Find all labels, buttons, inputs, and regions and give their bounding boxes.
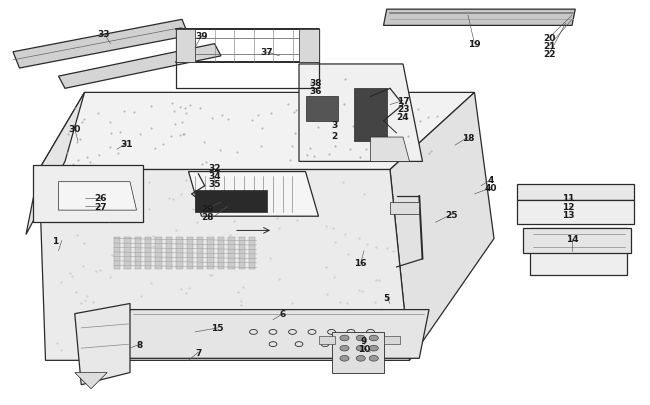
Text: 1: 1 (52, 237, 58, 245)
Polygon shape (299, 65, 422, 162)
Polygon shape (145, 237, 151, 269)
Text: 36: 36 (309, 87, 322, 96)
Circle shape (340, 356, 349, 361)
Polygon shape (114, 237, 120, 269)
Text: 27: 27 (94, 202, 107, 211)
Text: 13: 13 (562, 210, 575, 219)
Text: 11: 11 (562, 194, 575, 203)
Polygon shape (517, 200, 634, 225)
Polygon shape (228, 237, 235, 269)
Polygon shape (523, 229, 630, 253)
Polygon shape (32, 166, 143, 223)
Polygon shape (299, 30, 318, 63)
Polygon shape (218, 237, 224, 269)
Polygon shape (120, 310, 429, 358)
Polygon shape (517, 184, 634, 200)
Polygon shape (166, 237, 172, 269)
Text: 2: 2 (332, 131, 338, 140)
Polygon shape (354, 89, 387, 142)
Polygon shape (390, 93, 494, 360)
Text: 35: 35 (208, 180, 221, 189)
Polygon shape (124, 237, 131, 269)
Polygon shape (239, 237, 245, 269)
Text: 39: 39 (195, 32, 208, 41)
Text: 10: 10 (358, 344, 370, 353)
Text: 37: 37 (260, 48, 273, 57)
Text: 24: 24 (396, 113, 410, 122)
Text: 9: 9 (361, 336, 367, 345)
Circle shape (369, 345, 378, 351)
Polygon shape (249, 237, 255, 269)
Text: 32: 32 (208, 164, 221, 173)
Polygon shape (197, 237, 203, 269)
Text: 6: 6 (280, 309, 286, 318)
Text: 12: 12 (562, 202, 575, 211)
Text: 3: 3 (332, 121, 338, 130)
Polygon shape (195, 190, 266, 213)
Polygon shape (187, 237, 193, 269)
Text: 26: 26 (94, 194, 107, 203)
Polygon shape (75, 304, 130, 385)
Polygon shape (39, 170, 410, 360)
Polygon shape (75, 373, 107, 389)
Circle shape (340, 345, 349, 351)
Text: 4: 4 (488, 176, 494, 185)
Text: 14: 14 (566, 234, 578, 243)
Text: 15: 15 (211, 324, 224, 333)
Polygon shape (306, 97, 338, 122)
Polygon shape (318, 336, 335, 344)
Text: 28: 28 (202, 212, 214, 221)
Text: 8: 8 (136, 340, 143, 349)
Text: 30: 30 (68, 125, 81, 134)
Polygon shape (384, 336, 400, 344)
Text: 40: 40 (484, 184, 497, 193)
Text: 21: 21 (543, 42, 556, 51)
Text: 16: 16 (354, 259, 367, 268)
Text: 20: 20 (543, 34, 556, 43)
Text: 33: 33 (98, 30, 111, 39)
Circle shape (369, 356, 378, 361)
Polygon shape (370, 138, 410, 162)
Text: 17: 17 (396, 97, 410, 106)
Polygon shape (58, 182, 136, 211)
Polygon shape (384, 10, 575, 26)
Polygon shape (26, 93, 84, 235)
Text: 25: 25 (445, 210, 458, 219)
Polygon shape (58, 45, 221, 89)
Text: 38: 38 (309, 79, 322, 87)
Text: 23: 23 (396, 105, 410, 114)
Polygon shape (176, 237, 183, 269)
Polygon shape (176, 30, 195, 63)
Text: 19: 19 (468, 40, 481, 49)
Text: 7: 7 (195, 348, 202, 357)
Circle shape (369, 335, 378, 341)
Text: 31: 31 (120, 139, 133, 148)
Polygon shape (188, 172, 318, 217)
Polygon shape (155, 237, 162, 269)
Polygon shape (530, 229, 627, 275)
Polygon shape (135, 237, 141, 269)
Polygon shape (207, 237, 214, 269)
Text: 5: 5 (384, 293, 390, 302)
Text: 22: 22 (543, 50, 556, 59)
Circle shape (356, 345, 365, 351)
Circle shape (340, 335, 349, 341)
Polygon shape (390, 202, 419, 215)
Polygon shape (332, 332, 384, 373)
Text: 18: 18 (462, 133, 474, 142)
Circle shape (356, 335, 365, 341)
Text: 29: 29 (202, 204, 214, 213)
Circle shape (356, 356, 365, 361)
Polygon shape (39, 93, 474, 170)
Text: 34: 34 (208, 172, 221, 181)
Polygon shape (13, 20, 188, 69)
